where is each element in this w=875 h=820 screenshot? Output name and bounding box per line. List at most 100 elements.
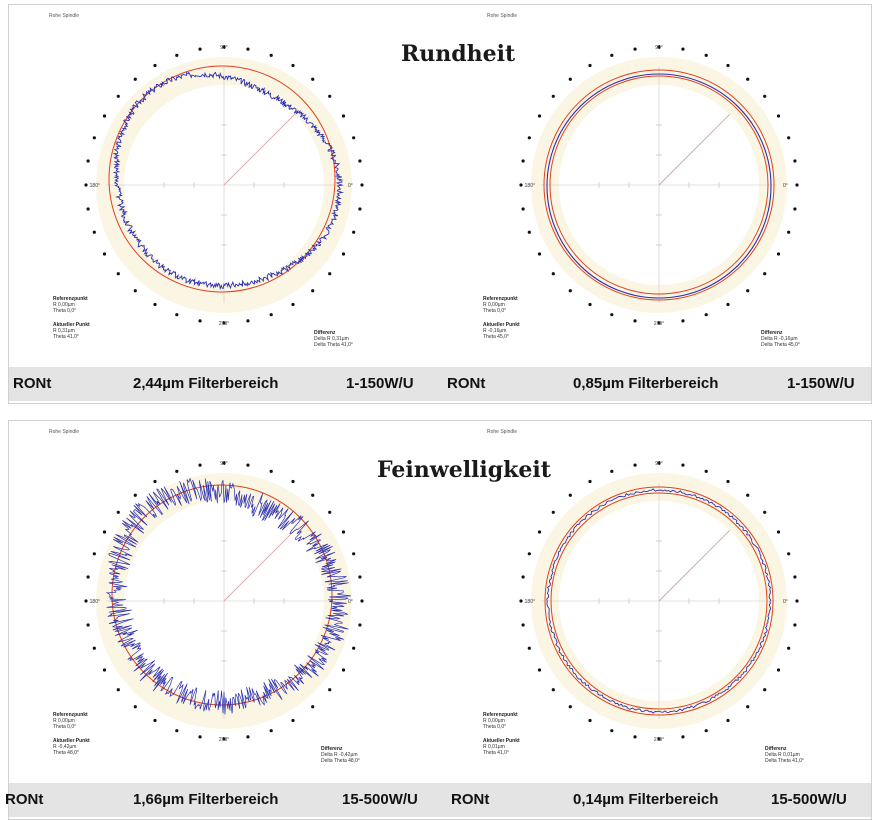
degree-dot	[633, 319, 637, 323]
reference-point-info: Referenzpunkt R 0,00µm Theta 0,0°	[483, 296, 518, 314]
degree-dot	[610, 53, 614, 57]
degree-dot	[291, 302, 295, 307]
degree-dot	[633, 735, 637, 739]
degree-dot	[311, 493, 315, 497]
degree-dot	[133, 289, 137, 293]
angle-label: 0°	[783, 183, 788, 189]
angle-label: 180°	[90, 183, 100, 189]
degree-dot	[360, 599, 364, 603]
difference-info: Differenz Delta R 0,31µm Delta Theta 41,…	[314, 330, 353, 348]
current-point-info: Aktueller Punkt R -0,42µm Theta 48,0°	[53, 738, 90, 756]
degree-dot	[360, 183, 364, 187]
difference-info: Differenz Delta R -0,42µm Delta Theta 48…	[321, 746, 360, 764]
degree-dot	[175, 469, 179, 473]
degree-dot	[84, 599, 88, 603]
degree-dot	[537, 252, 542, 256]
angle-label: 180°	[525, 599, 535, 605]
degree-dot	[328, 272, 332, 276]
degree-dot	[86, 575, 90, 579]
degree-dot	[102, 114, 107, 118]
degree-dot	[102, 252, 107, 256]
degree-dot	[116, 272, 120, 276]
degree-dot	[776, 668, 781, 672]
filter-value: 1,66µm Filterbereich	[133, 791, 279, 808]
degree-dot	[588, 302, 592, 307]
degree-dot	[521, 159, 525, 163]
degree-dot	[521, 623, 525, 627]
degree-dot	[527, 230, 531, 234]
current-point-info: Aktueller Punkt R -0,16µm Theta 45,0°	[483, 322, 520, 340]
degree-dot	[291, 479, 295, 484]
degree-dot	[787, 136, 791, 140]
degree-dot	[198, 47, 202, 51]
section-title: Rundheit	[401, 41, 516, 67]
degree-dot	[588, 479, 592, 484]
angle-label: 90°	[220, 461, 228, 467]
degree-dot	[116, 510, 120, 514]
degree-dot	[521, 575, 525, 579]
degree-dot	[86, 159, 90, 163]
result-bar: RONt 1,66µm Filterbereich 15-500W/U RONt…	[5, 783, 871, 817]
degree-dot	[358, 623, 362, 627]
degree-dot	[153, 63, 157, 68]
profile-curve	[105, 477, 351, 715]
chart-header: Rohe Spindle	[49, 13, 80, 19]
plots-area-rundheit: 90° 270° 180° 0° 90° 270° 180° 0°	[9, 5, 871, 367]
current-point-info: Aktueller Punkt R 0,31µm Theta 41,0°	[53, 322, 90, 340]
degree-dot	[269, 729, 273, 733]
degree-dot	[704, 53, 708, 57]
wave-range: 1-150W/U	[346, 375, 414, 392]
degree-dot	[311, 77, 315, 81]
degree-dot	[610, 729, 614, 733]
degree-dot	[328, 94, 332, 98]
degree-dot	[153, 479, 157, 484]
degree-dot	[551, 688, 555, 692]
degree-dot	[246, 319, 250, 323]
degree-dot	[133, 705, 137, 709]
angle-label: 270°	[654, 321, 664, 327]
filter-value: 0,14µm Filterbereich	[573, 791, 719, 808]
angle-label: 180°	[525, 183, 535, 189]
filter-value: 2,44µm Filterbereich	[133, 375, 279, 392]
angle-label: 0°	[348, 599, 353, 605]
metric-label: RONt	[447, 375, 486, 392]
pointer-line	[658, 529, 731, 602]
degree-dot	[681, 47, 685, 51]
degree-dot	[246, 735, 250, 739]
difference-info: Differenz Delta R 0,01µm Delta Theta 41,…	[765, 746, 804, 764]
section-title: Feinwelligkeit	[377, 457, 551, 483]
degree-dot	[102, 530, 107, 534]
degree-dot	[657, 737, 661, 741]
wave-range: 15-500W/U	[771, 791, 847, 808]
angle-label: 90°	[655, 45, 663, 51]
degree-dot	[358, 575, 362, 579]
degree-dot	[681, 463, 685, 467]
degree-dot	[519, 599, 523, 603]
result-bar: RONt 2,44µm Filterbereich 1-150W/U RONt …	[9, 367, 871, 401]
degree-dot	[311, 289, 315, 293]
degree-dot	[246, 463, 250, 467]
degree-dot	[746, 77, 750, 81]
degree-dot	[746, 289, 750, 293]
degree-dot	[551, 510, 555, 514]
metric-label: RONt	[13, 375, 52, 392]
degree-dot	[527, 136, 531, 140]
current-point-info: Aktueller Punkt R 0,01µm Theta 41,0°	[483, 738, 520, 756]
degree-dot	[610, 313, 614, 317]
degree-dot	[657, 45, 661, 49]
degree-dot	[352, 136, 356, 140]
degree-dot	[568, 493, 572, 497]
degree-dot	[776, 114, 781, 118]
reference-circle	[543, 69, 775, 301]
degree-dot	[352, 552, 356, 556]
angle-label: 90°	[655, 461, 663, 467]
degree-dot	[341, 530, 346, 534]
wave-range: 15-500W/U	[342, 791, 418, 808]
degree-dot	[726, 302, 730, 307]
angle-label: 180°	[90, 599, 100, 605]
difference-info: Differenz Delta R -0,16µm Delta Theta 45…	[761, 330, 800, 348]
degree-dot	[352, 230, 356, 234]
reference-circle	[550, 492, 768, 710]
degree-dot	[793, 207, 797, 211]
degree-dot	[198, 735, 202, 739]
